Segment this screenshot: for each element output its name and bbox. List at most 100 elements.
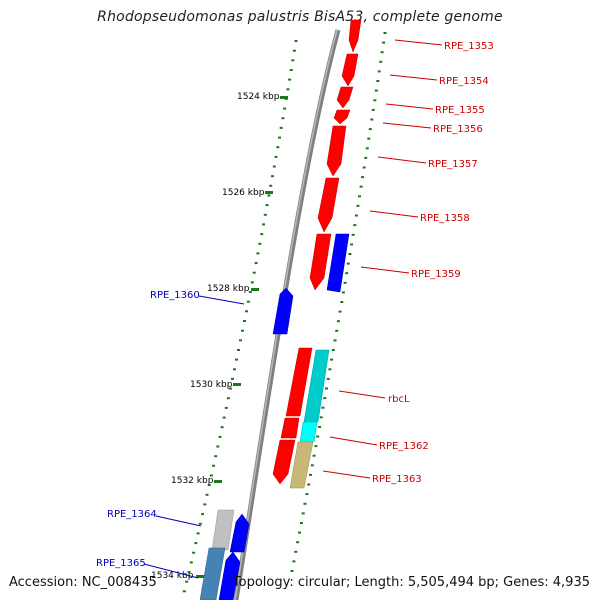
tick-dot (194, 542, 198, 545)
leader-line (369, 210, 419, 218)
tick-dot (271, 175, 274, 178)
tick-dot (288, 78, 292, 81)
gene-feature-rpe-1363[interactable] (289, 441, 314, 489)
tick-dot (278, 136, 281, 139)
tick-dot (243, 320, 246, 322)
tick-dot (318, 425, 321, 428)
gene-label-rpe-1365[interactable]: RPE_1365 (96, 558, 146, 569)
tick-dot (359, 185, 363, 188)
tick-dot (291, 59, 295, 62)
gene-label-rpe-1356[interactable]: RPE_1356 (433, 124, 483, 135)
tick-dot (245, 310, 248, 313)
tick-dot (350, 243, 354, 246)
gene-feature-rpe-1359-red[interactable] (309, 233, 332, 291)
kbp-tick-label: 1528 kbp (207, 284, 250, 294)
gene-feature-rpe-1358[interactable] (317, 177, 340, 233)
gene-feature-rpe-1353[interactable] (348, 19, 362, 53)
gene-feature-rpe-1362[interactable] (299, 421, 318, 443)
kbp-tick-label: 1524 kbp (237, 92, 280, 102)
tick-dot (198, 522, 202, 525)
tick-dot (345, 272, 349, 275)
tick-dot (312, 454, 316, 457)
gene-label-rpe-1363[interactable]: RPE_1363 (372, 474, 422, 485)
kbp-ticks: 1524 kbp 1526 kbp 1528 kbp 1530 kbp 1532… (151, 92, 288, 581)
tick-dot (274, 155, 278, 158)
tick-dot (298, 531, 301, 534)
tick-dot (237, 349, 240, 351)
gene-label-rpe-1358[interactable]: RPE_1358 (420, 213, 470, 224)
tick-dot (209, 474, 213, 477)
gene-feature-rpe-1355[interactable] (336, 86, 354, 109)
tick-dot (185, 580, 189, 583)
tick-dot (326, 377, 330, 380)
gene-feature-rpe-1360[interactable] (272, 287, 294, 335)
tick-dot (281, 117, 285, 120)
tick-dot (226, 397, 230, 400)
leader-line (360, 266, 410, 274)
tick-dot (286, 88, 290, 91)
tick-dot (377, 70, 381, 73)
tick-dot (296, 541, 300, 544)
tick-dot (189, 561, 193, 564)
inner-tick-ring (182, 40, 298, 593)
tick-dot (260, 233, 264, 236)
gene-label-rpe-1355[interactable]: RPE_1355 (435, 105, 485, 116)
leader-line (322, 470, 371, 479)
gene-feature-rpe-1359[interactable] (326, 233, 350, 293)
kbp-tick-label: 1532 kbp (171, 476, 214, 486)
tick-dot (361, 176, 365, 179)
gene-label-rbcl[interactable]: rbcL (388, 394, 410, 405)
tick-dot (294, 40, 298, 42)
tick-dot (220, 426, 224, 429)
gene-feature-rpe-1365[interactable] (199, 547, 226, 600)
tick-dot (341, 291, 345, 294)
tick-dot (305, 493, 309, 496)
tick-dot (321, 406, 325, 409)
gene-feature-red-lower[interactable] (272, 439, 296, 485)
tick-dot (354, 214, 358, 217)
gene-feature-rpe-1356[interactable] (333, 109, 351, 125)
tick-dot (254, 262, 258, 265)
gene-label-rpe-1362[interactable]: RPE_1362 (379, 441, 429, 452)
tick-dot (333, 339, 337, 342)
gene-feature-red-upper[interactable] (285, 347, 313, 417)
tick-dot (314, 445, 318, 448)
tick-dot (383, 32, 387, 34)
tick-dot (370, 118, 374, 121)
tick-dot (380, 51, 384, 54)
tick-dot (256, 252, 260, 255)
tick-dot (192, 551, 196, 554)
gene-feature-rpe-1357[interactable] (326, 125, 347, 177)
gene-label-rpe-1364[interactable]: RPE_1364 (107, 509, 157, 520)
leader-line (389, 74, 438, 81)
tick-dot (228, 387, 232, 390)
gene-label-rpe-1353[interactable]: RPE_1353 (444, 41, 494, 52)
gene-label-rpe-1359[interactable]: RPE_1359 (411, 269, 461, 280)
tick-dot (203, 503, 207, 506)
tick-dot (330, 358, 334, 361)
gene-feature-blue-a[interactable] (229, 513, 250, 553)
tick-dot (365, 147, 369, 150)
gene-feature-rpe-1364[interactable] (211, 509, 235, 551)
gene-feature-blue-b[interactable] (218, 551, 241, 600)
tick-dot (269, 184, 273, 187)
tick-dot (201, 513, 205, 516)
tick-dot (248, 291, 252, 293)
gene-label-rpe-1357[interactable]: RPE_1357 (428, 159, 478, 170)
tick-dot (379, 60, 383, 63)
tick-dot (224, 406, 228, 409)
gene-feature-rpe-1354[interactable] (341, 53, 359, 87)
tick-dot (207, 484, 211, 487)
gene-feature-red-mid[interactable] (280, 417, 300, 439)
tick-dot (309, 473, 312, 476)
tick-dot (367, 137, 371, 140)
accession-text: Accession: NC_008435 (9, 575, 157, 590)
kbp-tick-mark (233, 383, 241, 386)
gene-label-rpe-1360[interactable]: RPE_1360 (150, 290, 200, 301)
tick-dot (239, 339, 242, 342)
tick-dot (262, 223, 265, 226)
tick-dot (231, 377, 234, 380)
tick-dot (250, 281, 254, 284)
tick-dot (187, 571, 191, 573)
gene-label-rpe-1354[interactable]: RPE_1354 (439, 76, 489, 87)
